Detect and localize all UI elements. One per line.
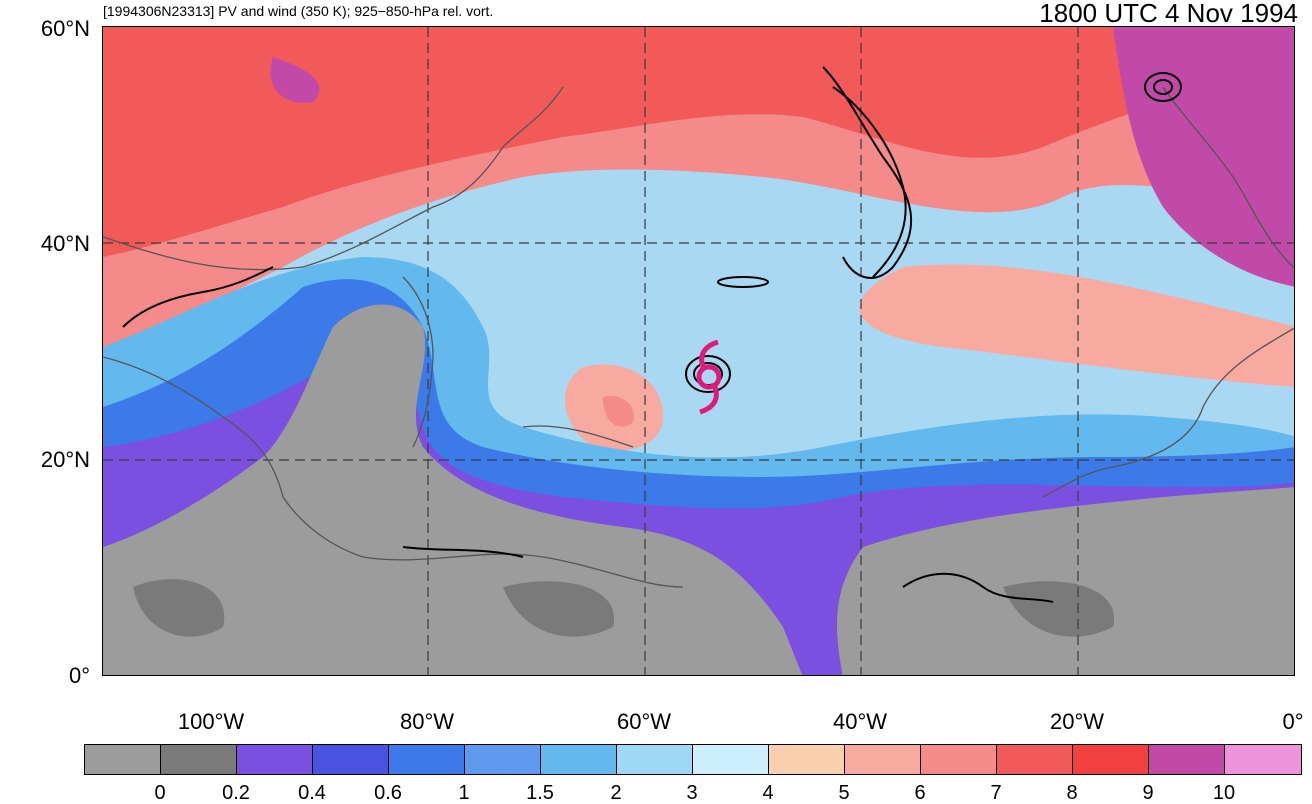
colorbar-label-10: 6	[914, 782, 926, 804]
vorticity-contours	[122, 66, 1182, 603]
coastlines	[103, 86, 1294, 588]
lat-label-0: 0°	[68, 663, 90, 688]
colorbar-label-6: 2	[610, 782, 622, 804]
coast-gulf-mexico	[103, 356, 364, 558]
colorbar-swatch-0	[85, 745, 161, 774]
colorbar-swatch-11	[921, 745, 997, 774]
coast-florida	[402, 276, 434, 448]
colorbar-swatch-2	[237, 745, 313, 774]
colorbar-label-9: 5	[838, 782, 850, 804]
coast-south-america-north	[362, 553, 684, 588]
colorbar-label-7: 3	[686, 782, 698, 804]
pv-very-high-north	[103, 27, 1294, 257]
colorbar-label-4: 1	[458, 782, 470, 804]
pv-max-northwest	[270, 57, 320, 103]
pv-red-east-lobe	[859, 264, 1294, 387]
vort-contour-west	[122, 266, 274, 328]
graticule	[103, 27, 1294, 675]
lon-label-40w: 40°W	[832, 709, 888, 734]
vort-contour-north-central	[822, 66, 913, 279]
map-canvas	[103, 27, 1294, 675]
coast-caribbean-islands	[522, 425, 634, 448]
colorbar-swatch-7	[617, 745, 693, 774]
colorbar-label-2: 0.4	[298, 782, 326, 804]
colorbar-swatch-12	[997, 745, 1073, 774]
colorbar	[84, 744, 1302, 775]
lon-label-100w: 100°W	[177, 709, 245, 734]
vort-contour-mid-streak	[717, 276, 769, 288]
vort-contour-caribbean	[402, 546, 524, 558]
lon-label-60w: 60°W	[616, 709, 672, 734]
lon-label-80w: 80°W	[399, 709, 455, 734]
colorbar-label-11: 7	[990, 782, 1002, 804]
colorbar-swatch-13	[1073, 745, 1149, 774]
colorbar-label-0: 0	[154, 782, 166, 804]
lat-label-20n: 20°N	[40, 447, 90, 472]
colorbar-label-14: 10	[1212, 782, 1236, 804]
coast-north-america-east	[103, 86, 564, 271]
colorbar-swatch-5	[465, 745, 541, 774]
pv-tropical-anomaly-core	[603, 396, 634, 427]
coast-africa-northwest	[1042, 327, 1294, 498]
colorbar-swatch-1	[161, 745, 237, 774]
colorbar-swatch-8	[693, 745, 769, 774]
colorbar-label-12: 8	[1066, 782, 1078, 804]
colorbar-swatch-10	[845, 745, 921, 774]
vort-contour-northeast	[1144, 72, 1182, 102]
colorbar-swatch-9	[769, 745, 845, 774]
vort-contour-storm-outer	[685, 355, 731, 393]
storm-marker-icon	[696, 339, 722, 415]
plot-title-left: [1994306N23313] PV and wind (350 K); 925…	[103, 3, 494, 19]
colorbar-label-5: 1.5	[526, 782, 554, 804]
pv-near-zero-west	[103, 304, 803, 675]
colorbar-swatch-15	[1225, 745, 1301, 774]
vort-contour-north-central-2	[832, 86, 907, 278]
colorbar-label-13: 9	[1142, 782, 1154, 804]
lat-label-60n: 60°N	[40, 16, 90, 41]
colorbar-swatch-6	[541, 745, 617, 774]
vort-contour-northeast-inner	[1153, 79, 1173, 95]
colorbar-label-1: 0.2	[222, 782, 250, 804]
coast-europe-west	[1162, 86, 1294, 268]
lon-label-0: 0°	[1282, 709, 1304, 734]
colorbar-label-3: 0.6	[374, 782, 402, 804]
lon-label-20w: 20°W	[1049, 709, 1105, 734]
colorbar-swatch-4	[389, 745, 465, 774]
plot-title-right: 1800 UTC 4 Nov 1994	[1039, 0, 1298, 28]
colorbar-label-8: 4	[762, 782, 774, 804]
colorbar-swatch-3	[313, 745, 389, 774]
lat-label-40n: 40°N	[40, 231, 90, 256]
pv-zero-patches	[133, 579, 1115, 637]
colorbar-swatch-14	[1149, 745, 1225, 774]
pv-near-zero-east	[837, 487, 1294, 675]
vort-contour-southeast	[902, 572, 1054, 603]
map-panel	[102, 26, 1295, 676]
